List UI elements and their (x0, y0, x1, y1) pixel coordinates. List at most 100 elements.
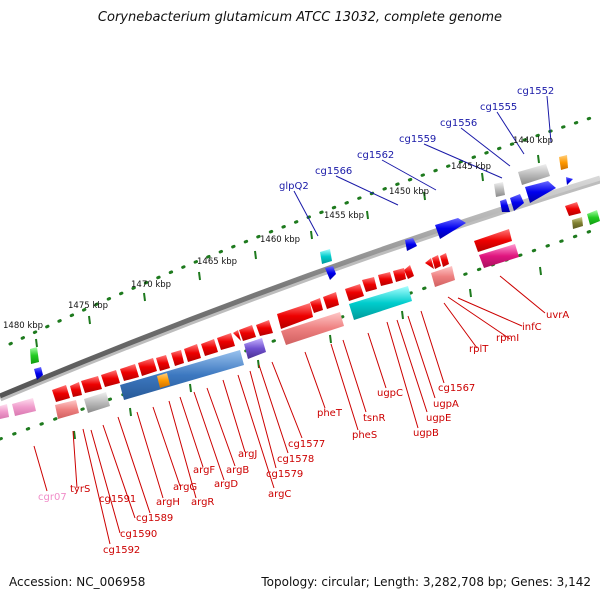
gene-label: ugpA (433, 399, 459, 410)
gene-arrow (12, 398, 36, 416)
topology-label: Topology: circular; Length: 3,282,708 bp… (261, 575, 591, 589)
gene-arrow (81, 376, 102, 393)
gene-label: ugpE (426, 413, 451, 424)
gene-arrow (518, 164, 550, 185)
gene-arrow (239, 325, 256, 341)
gene-label: tyrS (70, 484, 90, 495)
gene-label: rplT (469, 344, 489, 355)
gene-label: argG (173, 482, 197, 493)
ruler-label: 1455 kbp (324, 211, 364, 221)
bottom-leader-lines (33, 275, 546, 545)
gene-arrow (184, 344, 201, 362)
gene-arrow (34, 367, 43, 380)
genome-title: Corynebacterium glutamicum ATCC 13032, c… (97, 10, 503, 25)
gene-label: infC (522, 322, 542, 333)
ruler-label: 1465 kbp (197, 257, 237, 267)
ruler-label: 1460 kbp (260, 235, 300, 245)
gene-arrow (323, 292, 339, 309)
ruler-tick-marks (35, 154, 542, 440)
gene-arrow (55, 400, 79, 419)
gene-arrow (101, 370, 120, 387)
gene-arrow (277, 303, 313, 329)
gene-label: cg1562 (357, 150, 394, 161)
gene-arrow (510, 194, 524, 211)
gene-label: cg1555 (480, 102, 517, 113)
gene-arrow (435, 218, 466, 239)
gene-arrow (256, 320, 273, 336)
gene-label: cg1591 (99, 494, 136, 505)
gene-label: argJ (238, 449, 257, 460)
gene-arrow (120, 364, 139, 381)
gene-arrow (525, 181, 556, 203)
gene-label: rpmI (496, 333, 519, 344)
gene-arrow (0, 404, 9, 419)
gene-label: cgr07 (38, 492, 67, 503)
forward-strand-features (30, 155, 600, 380)
reverse-strand-features (0, 229, 519, 419)
gene-label: cg1590 (120, 529, 157, 540)
gene-arrow (244, 338, 266, 359)
gene-arrow (84, 392, 110, 413)
gene-label: argD (214, 479, 238, 490)
gene-arrow (120, 350, 244, 400)
ruler-label: 1440 kbp (513, 136, 553, 146)
genome-backbone-shadow (0, 176, 600, 402)
gene-arrow (474, 229, 512, 252)
gene-arrow (572, 217, 583, 229)
gene-arrow (432, 255, 441, 269)
gene-label: ugpB (413, 428, 439, 439)
ruler-labels: 1440 kbp 1445 kbp 1450 kbp 1455 kbp 1460… (3, 136, 553, 331)
ruler-label: 1470 kbp (131, 280, 171, 290)
gene-arrow (345, 284, 364, 301)
gene-arrow (587, 210, 600, 225)
gene-arrow (500, 199, 510, 212)
gene-arrow (233, 330, 241, 341)
gene-arrow (201, 339, 218, 356)
gene-arrow (171, 350, 184, 366)
gene-arrow (217, 333, 235, 350)
gene-arrow (425, 258, 434, 269)
top-leader-lines (293, 95, 552, 237)
gene-label: uvrA (546, 310, 569, 321)
gene-label: argF (193, 465, 215, 476)
gene-arrow (440, 253, 449, 267)
gene-label: cg1592 (103, 545, 140, 556)
gene-arrow (479, 244, 519, 268)
gene-arrow (70, 382, 82, 397)
accession-label: Accession: NC_006958 (9, 575, 146, 589)
ruler-label: 1480 kbp (3, 321, 43, 331)
bottom-gene-labels: uvrA infC rpmI rplT cg1567 ugpA ugpE ugp… (38, 310, 569, 556)
gene-label: cg1559 (399, 134, 436, 145)
gene-arrow (393, 268, 406, 282)
gene-label: glpQ2 (279, 181, 309, 192)
gene-label: cg1552 (517, 86, 554, 97)
gene-label: argR (191, 497, 214, 508)
ruler-label: 1450 kbp (389, 187, 429, 197)
gene-arrow (362, 277, 377, 292)
gene-arrow (494, 182, 505, 197)
gene-arrow (320, 249, 332, 264)
gene-label: cg1589 (136, 513, 173, 524)
gene-arrow (349, 286, 412, 320)
gene-label: argH (156, 497, 180, 508)
gene-label: tsnR (363, 413, 385, 424)
gene-label: cg1566 (315, 166, 352, 177)
top-gene-labels: cg1552 cg1555 cg1556 cg1559 cg1562 cg156… (279, 86, 554, 192)
gene-arrow (378, 272, 393, 286)
gene-arrow (30, 347, 39, 364)
gene-label: ugpC (377, 388, 403, 399)
ruler-label: 1475 kbp (68, 301, 108, 311)
gene-label: cg1578 (277, 454, 314, 465)
gene-label: cg1579 (266, 469, 303, 480)
ruler-label: 1445 kbp (451, 162, 491, 172)
gene-arrow (559, 155, 568, 170)
gene-label: cg1567 (438, 383, 475, 394)
gene-arrow (156, 355, 170, 371)
gene-arrow (310, 298, 323, 313)
gene-arrow (566, 177, 573, 185)
gene-arrow (325, 266, 336, 280)
gene-arrow (52, 385, 70, 402)
gene-arrow (138, 358, 157, 376)
gene-arrow (431, 266, 455, 287)
gene-arrow (404, 265, 414, 279)
